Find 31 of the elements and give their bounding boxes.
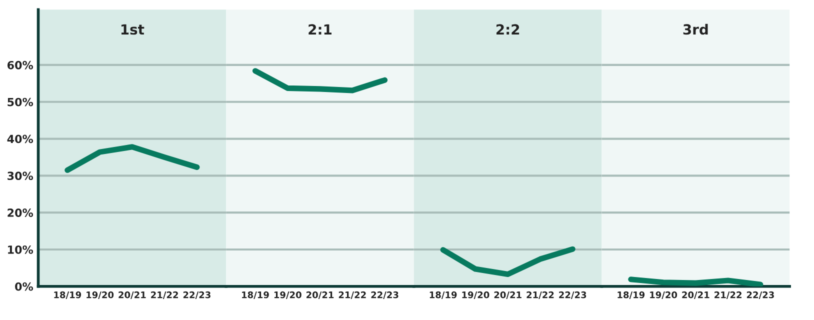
- y-tick-label: 40%: [7, 134, 34, 144]
- x-tick-label: 19/20: [650, 291, 678, 299]
- x-tick-label: 22/23: [371, 291, 398, 299]
- x-tick-label: 18/19: [430, 291, 457, 299]
- text: 1st: [121, 24, 144, 35]
- x-tick-label: 20/21: [494, 291, 522, 299]
- x-tick-label: 21/22: [526, 291, 554, 299]
- text: 3rd: [683, 24, 708, 35]
- x-tick-label: 22/23: [183, 291, 210, 299]
- x-tick-label: 19/20: [86, 291, 114, 299]
- text: 2:2: [496, 24, 520, 34]
- x-tick-label: 22/23: [746, 291, 774, 299]
- x-tick-label: 19/20: [274, 291, 302, 299]
- y-tick-label: 20%: [8, 208, 34, 217]
- y-tick-label: 50%: [8, 98, 34, 106]
- x-tick-label: 21/22: [338, 291, 366, 299]
- y-tick-label: 10%: [8, 245, 34, 254]
- x-tick-label: 21/22: [714, 291, 742, 299]
- x-tick-label: 21/22: [151, 291, 178, 299]
- x-tick-label: 22/23: [559, 291, 586, 299]
- y-tick-label: 0%: [15, 282, 34, 291]
- x-tick-label: 18/19: [618, 291, 645, 299]
- x-tick-label: 19/20: [462, 291, 490, 299]
- x-tick-label: 20/21: [682, 291, 710, 299]
- x-tick-label: 20/21: [118, 291, 146, 299]
- x-tick-label: 18/19: [242, 291, 269, 299]
- y-tick-label: 60%: [7, 60, 34, 70]
- text: 2:1: [308, 24, 332, 34]
- y-tick-label: 30%: [8, 172, 34, 180]
- x-tick-label: 18/19: [54, 291, 82, 299]
- x-tick-label: 20/21: [306, 291, 334, 299]
